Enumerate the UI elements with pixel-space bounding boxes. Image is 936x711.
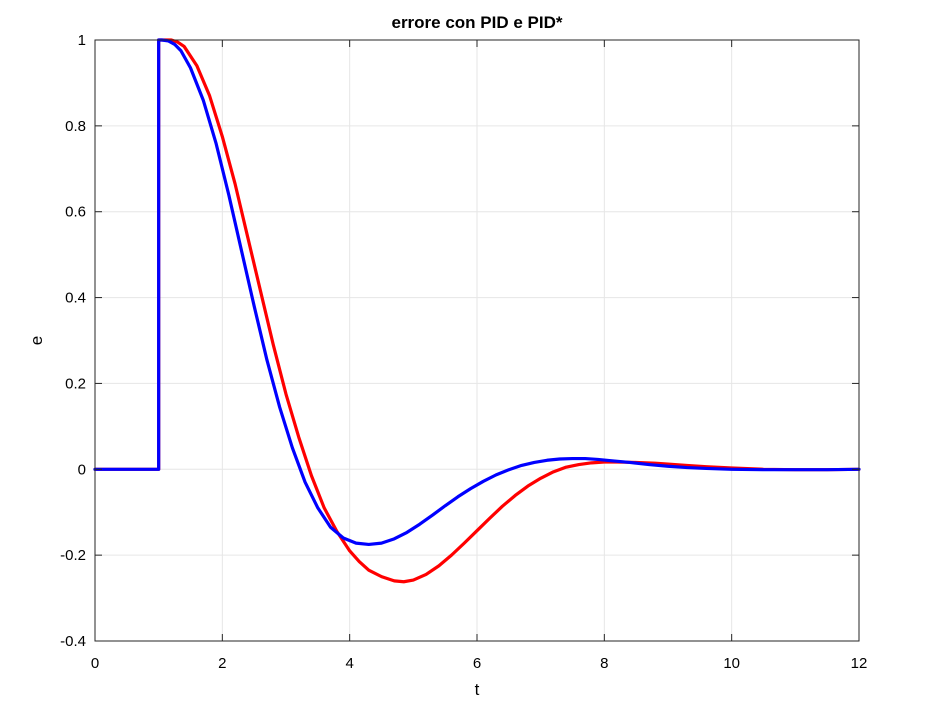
y-tick-label: 0.4 <box>65 290 86 307</box>
grid <box>94 39 860 642</box>
series-layer <box>93 38 861 584</box>
x-tick-label: 4 <box>345 655 353 672</box>
y-tick-label: 0 <box>78 461 86 478</box>
y-tick-label: -0.4 <box>60 633 86 650</box>
ticks <box>94 39 860 642</box>
x-tick-label: 6 <box>473 655 481 672</box>
y-tick-label: -0.2 <box>60 547 86 564</box>
x-tick-label: 12 <box>851 655 868 672</box>
x-tick-label: 10 <box>723 655 740 672</box>
x-axis-label: t <box>475 680 480 699</box>
y-tick-label: 0.8 <box>65 118 86 135</box>
y-tick-label: 1 <box>78 32 86 49</box>
chart-title: errore con PID e PID* <box>391 13 562 32</box>
y-tick-labels: -0.4 -0.2 0 0.2 0.4 0.6 0.8 1 <box>60 32 86 650</box>
y-tick-label: 0.2 <box>65 375 86 392</box>
series-line-2 <box>93 38 861 547</box>
x-tick-labels: 0 2 4 6 8 10 12 <box>91 655 868 672</box>
x-tick-label: 0 <box>91 655 99 672</box>
x-tick-label: 2 <box>218 655 226 672</box>
x-tick-label: 8 <box>600 655 608 672</box>
y-tick-label: 0.6 <box>65 204 86 221</box>
y-axis-label: e <box>27 336 46 345</box>
